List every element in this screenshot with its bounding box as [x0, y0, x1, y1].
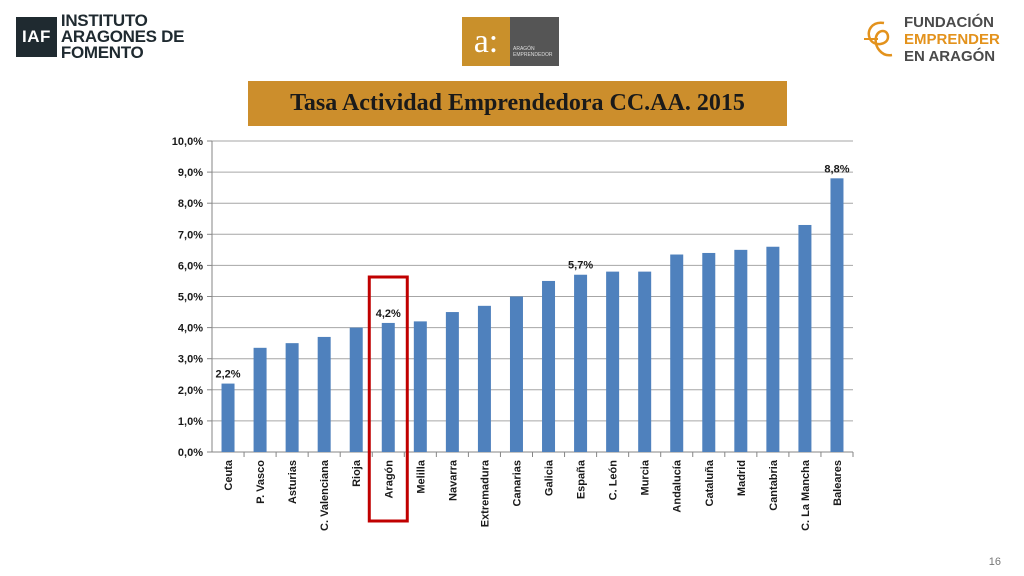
- iaf-wordmark: INSTITUTO ARAGONES DE FOMENTO: [60, 11, 185, 62]
- x-category-label: P. Vasco: [255, 460, 267, 504]
- y-tick-label: 4,0%: [178, 323, 203, 335]
- bar-10: [542, 280, 556, 452]
- bar-6: [413, 321, 427, 452]
- y-tick-label: 2,0%: [178, 385, 203, 397]
- aragon-emprendedor-logo: a: ARAGÓN EMPRENDEDOR: [462, 17, 559, 66]
- y-tick-label: 10,0%: [172, 136, 203, 148]
- y-tick-label: 5,0%: [178, 292, 203, 304]
- chart-title-box: Tasa Actividad Emprendedora CC.AA. 2015: [248, 81, 787, 126]
- fundacion-mark-icon: [864, 21, 893, 57]
- x-category-label: Andalucía: [672, 459, 684, 512]
- bar-3: [317, 336, 331, 452]
- fundacion-logo: FUNDACIÓN EMPRENDER EN ARAGÓN: [858, 14, 1000, 65]
- x-category-label: C. La Mancha: [800, 459, 812, 531]
- chart-title: Tasa Actividad Emprendedora CC.AA. 2015: [290, 90, 745, 116]
- bar-15: [702, 252, 716, 452]
- data-label: 8,8%: [824, 163, 849, 175]
- x-category-label: Aragón: [383, 460, 395, 499]
- y-tick-label: 9,0%: [178, 167, 203, 179]
- bar-12: [606, 271, 620, 452]
- x-category-label: Navarra: [447, 459, 459, 501]
- bar-9: [509, 296, 523, 452]
- bar-1: [253, 347, 267, 452]
- x-category-label: Madrid: [736, 460, 748, 496]
- bar-2: [285, 343, 299, 452]
- bar-8: [477, 305, 491, 452]
- fundacion-wordmark: FUNDACIÓN EMPRENDER EN ARAGÓN: [904, 14, 1000, 65]
- y-tick-label: 0,0%: [178, 447, 203, 459]
- x-category-label: Murcia: [640, 459, 652, 495]
- x-category-label: Extremadura: [479, 459, 491, 527]
- iaf-line-3: FOMENTO: [60, 43, 144, 62]
- aragon-mark: a:: [462, 17, 510, 66]
- iaf-line-2: ARAGONES DE: [60, 27, 185, 46]
- iaf-logo: IAF INSTITUTO ARAGONES DE FOMENTO: [16, 12, 184, 62]
- x-category-label: Galicia: [544, 459, 556, 496]
- x-category-label: Melilla: [415, 459, 427, 494]
- x-category-label: C. León: [608, 460, 620, 501]
- y-tick-label: 3,0%: [178, 354, 203, 366]
- bar-16: [734, 249, 748, 452]
- iaf-line-1: INSTITUTO: [60, 11, 148, 30]
- bar-14: [670, 254, 684, 452]
- data-label: 2,2%: [215, 369, 240, 381]
- x-category-label: Baleares: [832, 460, 844, 506]
- y-tick-label: 8,0%: [178, 198, 203, 210]
- fundacion-line-3: EN ARAGÓN: [904, 47, 996, 65]
- y-tick-label: 1,0%: [178, 416, 203, 428]
- highlight-frame: [367, 275, 409, 523]
- data-label: 4,2%: [376, 308, 401, 320]
- bar-7: [445, 312, 459, 452]
- bar-11: [574, 274, 588, 452]
- bar-18: [798, 224, 812, 452]
- bar-5: [381, 322, 395, 452]
- x-category-label: España: [576, 459, 588, 499]
- fundacion-line-1: FUNDACIÓN: [904, 13, 994, 31]
- bar-17: [766, 246, 780, 452]
- y-tick-label: 6,0%: [178, 260, 203, 272]
- fundacion-line-2: EMPRENDER: [904, 30, 1000, 48]
- aragon-wordmark: ARAGÓN EMPRENDEDOR: [510, 17, 559, 66]
- x-category-label: Cataluña: [704, 459, 716, 506]
- x-category-label: Canarias: [511, 460, 523, 506]
- bar-0: [221, 383, 235, 452]
- bar-19: [830, 178, 844, 452]
- page-number: 16: [988, 556, 1001, 568]
- y-tick-label: 7,0%: [178, 229, 203, 241]
- x-category-label: C. Valenciana: [319, 459, 331, 531]
- x-category-label: Ceuta: [223, 459, 235, 490]
- bar-13: [638, 271, 652, 452]
- aragon-line-2: EMPRENDEDOR: [513, 52, 553, 58]
- aragon-line-1: ARAGÓN: [513, 46, 535, 52]
- x-category-label: Rioja: [351, 459, 363, 487]
- x-category-label: Asturias: [287, 460, 299, 504]
- iaf-badge: IAF: [16, 17, 57, 57]
- data-label: 5,7%: [568, 260, 593, 272]
- bar-4: [349, 327, 363, 452]
- x-category-label: Cantabria: [768, 459, 780, 511]
